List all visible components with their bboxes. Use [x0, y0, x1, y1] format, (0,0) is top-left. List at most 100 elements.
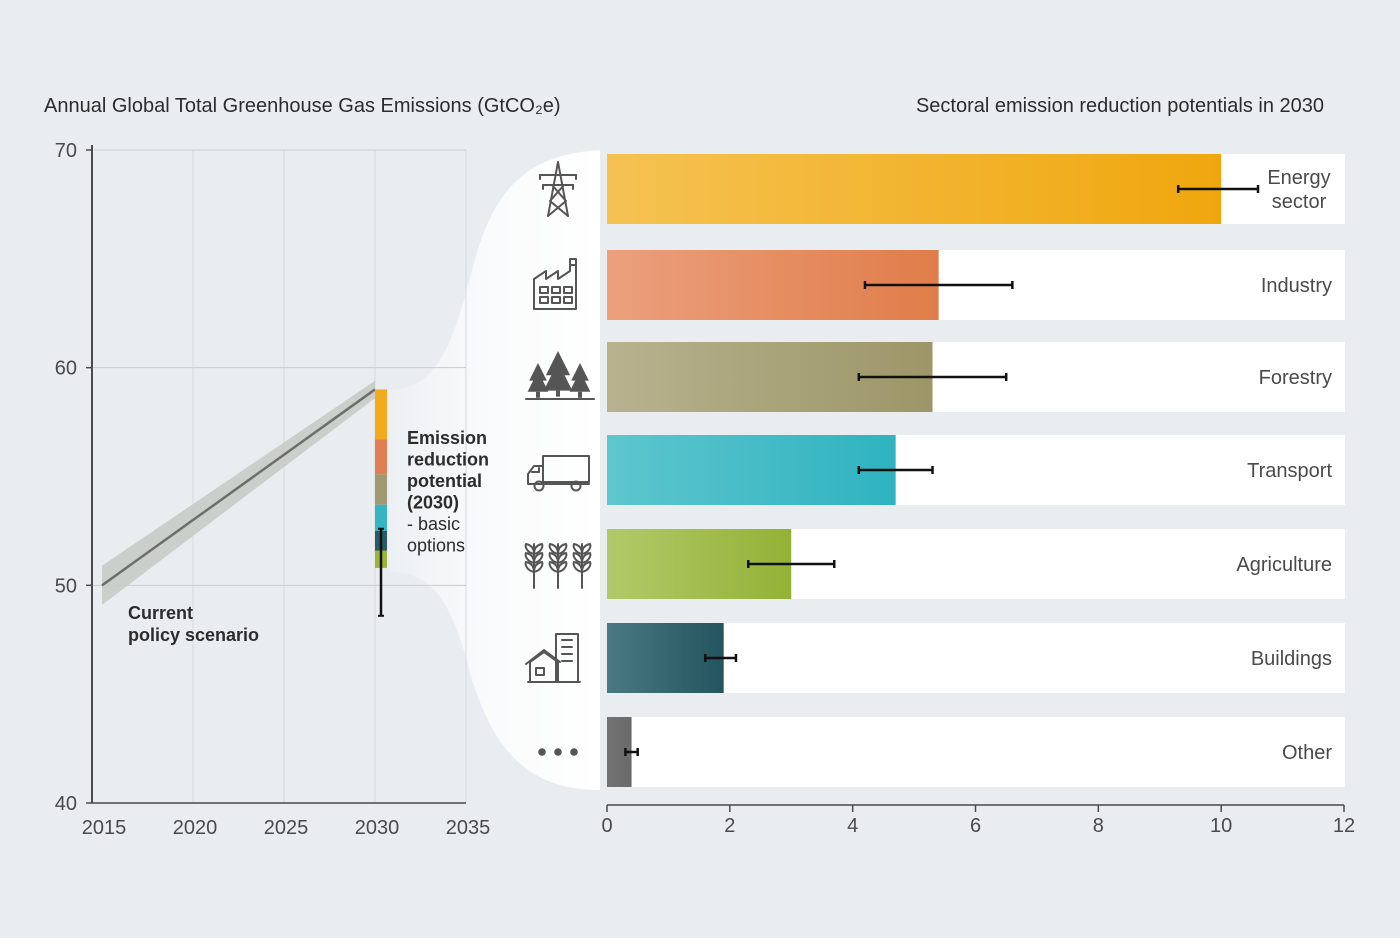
category-label: Energy sector [1267, 167, 1330, 213]
scenario-label: Current policy scenario [128, 603, 259, 645]
icon-part [581, 552, 592, 564]
icon-part [548, 552, 559, 564]
category-label-line: Other [1282, 742, 1332, 764]
x-tick-label: 2 [724, 815, 735, 837]
icon-part [572, 552, 583, 564]
y-tick-label: 50 [55, 575, 77, 597]
icon-wheel [533, 480, 545, 492]
icon-part [539, 174, 577, 186]
stack-segment [375, 504, 387, 531]
x-tick-label: 2030 [355, 817, 400, 839]
tree [569, 363, 591, 392]
icon-wheel [570, 480, 582, 492]
icon-part [572, 561, 583, 573]
icon-part [533, 543, 544, 555]
category-label: Buildings [1251, 648, 1332, 670]
building-house-icon [525, 633, 581, 683]
wheat-icon [524, 543, 592, 589]
sector-row: Buildings [525, 623, 1345, 693]
y-tick-label: 70 [55, 140, 77, 162]
icon-part [524, 561, 535, 573]
stack-label-line: potential [407, 471, 482, 491]
scenario-label-line: policy scenario [128, 625, 259, 645]
x-tick-label: 10 [1210, 815, 1232, 837]
icon-part [533, 561, 544, 573]
icon-part [557, 561, 568, 573]
icon-part [557, 552, 568, 564]
tree [527, 363, 549, 392]
stack-label-line: (2030) [407, 493, 459, 513]
icon-part [533, 552, 544, 564]
stack-label-line: reduction [407, 450, 489, 470]
sector-row: Transport [527, 435, 1345, 505]
stacked-bar-label: Emission reduction potential (2030) - basic o… [407, 428, 489, 556]
connector-funnel [389, 150, 600, 790]
icon-window [551, 296, 561, 304]
category-label-line: sector [1272, 191, 1327, 213]
stack-label-line: options [407, 536, 465, 556]
bar [607, 154, 1222, 224]
sector-row: Forestry [525, 342, 1345, 412]
tree-trunk [536, 391, 540, 398]
x-tick-label: 2020 [173, 817, 218, 839]
icon-body [542, 455, 590, 483]
icon-window [563, 286, 573, 294]
icon-dot [570, 748, 578, 756]
bar [607, 435, 896, 505]
stack-label-line: - basic [407, 514, 460, 534]
x-tick-label: 0 [601, 815, 612, 837]
left-series [101, 380, 376, 605]
sector-bar-chart: Sectoral emission reduction potentials i… [524, 95, 1355, 837]
stack-label-line: Emission [407, 428, 487, 448]
icon-window [539, 296, 549, 304]
category-label-line: Industry [1261, 275, 1332, 297]
icon-part [557, 543, 568, 555]
y-tick-label: 60 [55, 358, 77, 380]
category-label-line: Forestry [1259, 367, 1332, 389]
icon-part [525, 649, 561, 665]
icon-dot [554, 748, 562, 756]
right-x-axis: 0 2 4 6 8 10 12 [601, 804, 1355, 837]
bar-track [607, 717, 1345, 787]
icon-part [548, 543, 559, 555]
category-label: Agriculture [1236, 554, 1332, 576]
category-label: Transport [1247, 460, 1332, 482]
left-tick-labels: 40 50 60 70 2015 2020 2025 2030 2035 [55, 140, 491, 839]
icon-part [527, 465, 590, 485]
x-tick-label: 4 [847, 815, 858, 837]
left-axes [91, 145, 466, 804]
trees-icon [525, 351, 595, 400]
x-tick-label: 2015 [82, 817, 127, 839]
sector-row: Agriculture [524, 529, 1345, 599]
icon-part [548, 561, 559, 573]
x-tick-label: 8 [1093, 815, 1104, 837]
stack-segment [375, 439, 387, 475]
category-label-line: Transport [1247, 460, 1332, 482]
x-tick-label: 2035 [446, 817, 491, 839]
scenario-line [101, 388, 376, 587]
x-tick-label: 2025 [264, 817, 309, 839]
category-label-line: Buildings [1251, 648, 1332, 670]
reduction-stacked-bar [375, 389, 387, 617]
category-label-line: Energy [1267, 167, 1330, 189]
icon-part [547, 161, 569, 217]
emissions-line-chart: Annual Global Total Greenhouse Gas Emiss… [44, 95, 561, 839]
icon-part [531, 467, 540, 473]
y-tick-label: 40 [55, 793, 77, 815]
power-pylon-icon [539, 161, 577, 217]
stack-segment [375, 474, 387, 505]
scenario-label-line: Current [128, 603, 193, 623]
category-label: Industry [1261, 275, 1332, 297]
icon-part [533, 258, 577, 310]
uncertainty-band [102, 380, 375, 605]
icon-part [581, 543, 592, 555]
sector-row: Energy sector [539, 154, 1345, 224]
x-tick-label: 12 [1333, 815, 1355, 837]
icon-part [581, 561, 592, 573]
category-label: Forestry [1259, 367, 1332, 389]
icon-window [535, 667, 545, 676]
icon-window [551, 286, 561, 294]
icon-part [524, 552, 535, 564]
